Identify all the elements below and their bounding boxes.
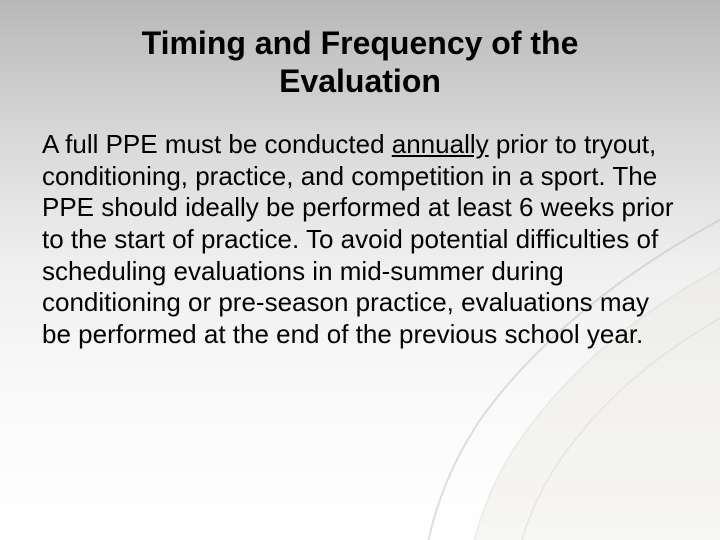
body-text-before: A full PPE must be conducted [42, 129, 392, 159]
slide-body: A full PPE must be conducted annually pr… [42, 129, 678, 351]
body-text-underline: annually [392, 129, 489, 159]
slide-content: Timing and Frequency of the Evaluation A… [0, 0, 720, 351]
slide-title: Timing and Frequency of the Evaluation [80, 24, 640, 101]
body-text-after: prior to tryout, conditioning, practice,… [42, 129, 674, 349]
